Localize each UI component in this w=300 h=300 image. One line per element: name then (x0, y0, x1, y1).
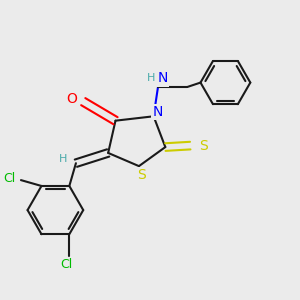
Text: N: N (153, 105, 163, 119)
Text: O: O (66, 92, 77, 106)
Text: S: S (137, 168, 146, 182)
Text: N: N (157, 71, 168, 85)
Text: Cl: Cl (60, 259, 73, 272)
Text: H: H (146, 73, 155, 83)
Text: S: S (199, 139, 208, 153)
Text: H: H (58, 154, 67, 164)
Text: Cl: Cl (3, 172, 15, 185)
